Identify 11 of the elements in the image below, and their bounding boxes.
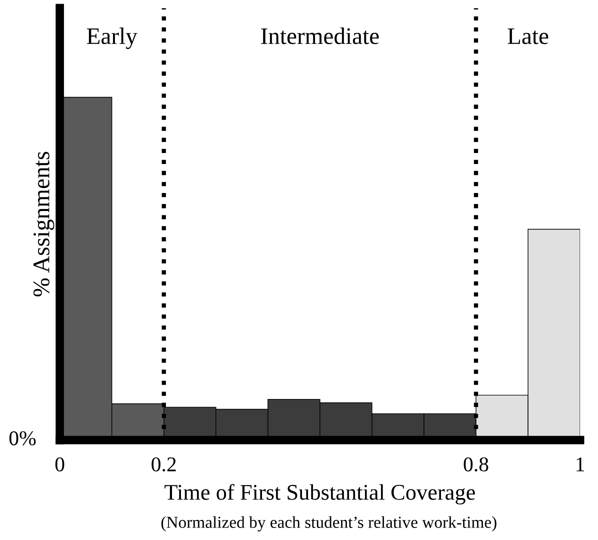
text: Early: [86, 28, 138, 50]
x-tick-label: 0.2: [152, 457, 176, 472]
text: Late: [508, 28, 548, 44]
text: 0%: [9, 431, 36, 446]
x-axis-title: Time of First Substantial Coverage: [164, 484, 475, 504]
x-tick-label: 1: [576, 457, 584, 472]
x-tick-label: 0: [55, 457, 64, 472]
y-axis-title: % Assignments: [33, 152, 54, 296]
x-tick-label: 0.8: [464, 457, 488, 472]
text: (Normalized by each student’s relative work-time): [161, 516, 496, 532]
text: Intermediate: [261, 28, 379, 44]
